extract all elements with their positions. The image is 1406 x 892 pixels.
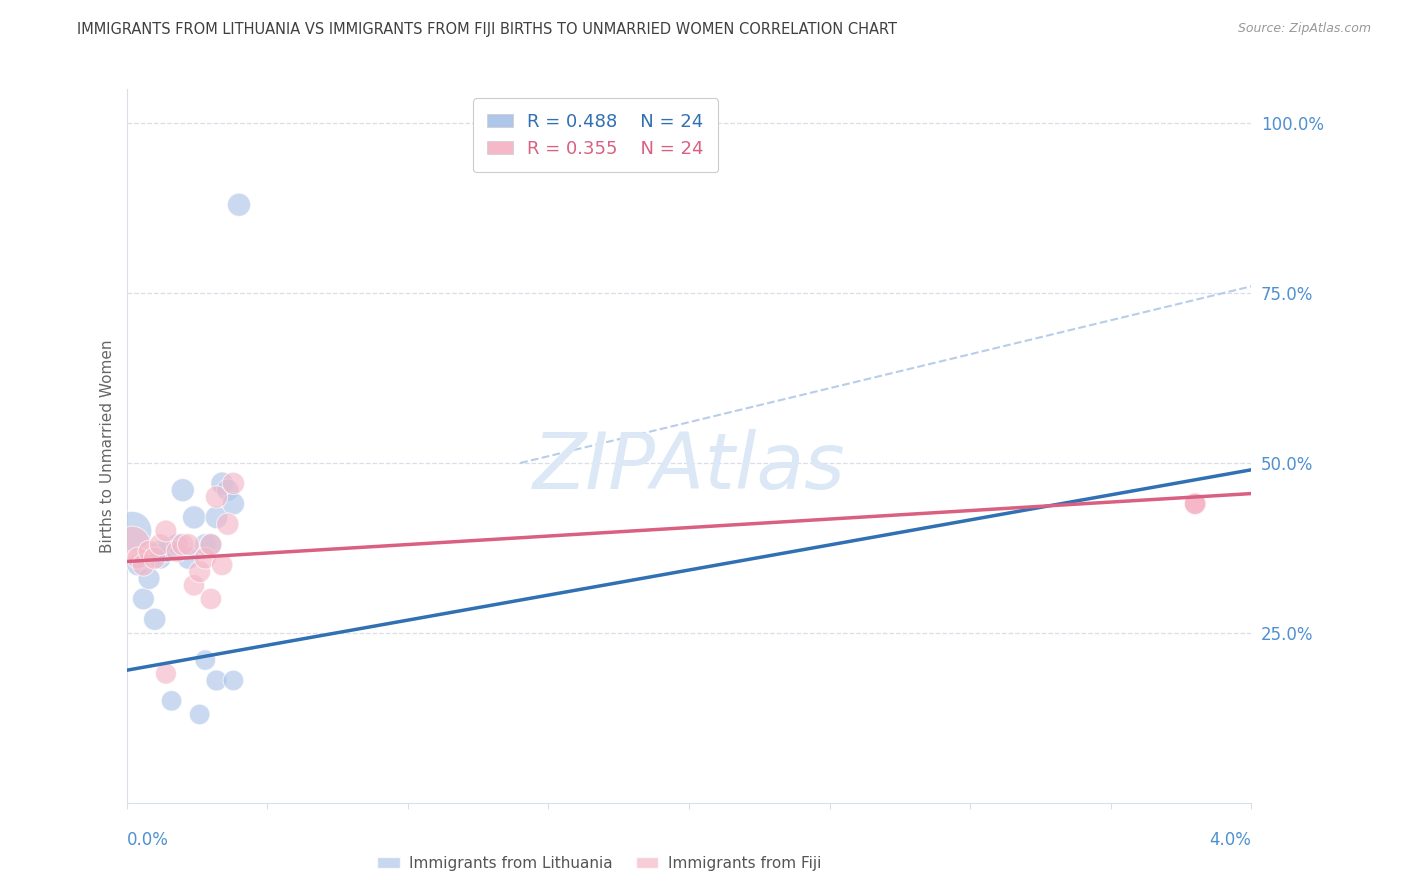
Point xyxy=(172,537,194,551)
Point xyxy=(166,544,188,558)
Point xyxy=(222,497,245,511)
Point xyxy=(194,537,217,551)
Point xyxy=(155,544,177,558)
Point xyxy=(155,524,177,538)
Point xyxy=(228,198,250,212)
Point xyxy=(143,612,166,626)
Point xyxy=(1184,497,1206,511)
Point xyxy=(205,510,228,524)
Text: ZIPAtlas: ZIPAtlas xyxy=(533,429,845,506)
Point xyxy=(211,558,233,572)
Text: IMMIGRANTS FROM LITHUANIA VS IMMIGRANTS FROM FIJI BIRTHS TO UNMARRIED WOMEN CORR: IMMIGRANTS FROM LITHUANIA VS IMMIGRANTS … xyxy=(77,22,897,37)
Point xyxy=(211,476,233,491)
Point xyxy=(143,551,166,566)
Text: Source: ZipAtlas.com: Source: ZipAtlas.com xyxy=(1237,22,1371,36)
Point xyxy=(205,673,228,688)
Point xyxy=(222,476,245,491)
Point xyxy=(149,544,172,558)
Point xyxy=(127,558,149,572)
Point xyxy=(222,673,245,688)
Point xyxy=(1184,497,1206,511)
Point xyxy=(177,551,200,566)
Point xyxy=(188,565,211,579)
Point xyxy=(200,537,222,551)
Text: 4.0%: 4.0% xyxy=(1209,831,1251,849)
Point xyxy=(217,517,239,532)
Point xyxy=(132,558,155,572)
Point xyxy=(1184,497,1206,511)
Point xyxy=(1184,497,1206,511)
Point xyxy=(177,537,200,551)
Point xyxy=(132,591,155,606)
Point xyxy=(121,524,143,538)
Point xyxy=(138,572,160,586)
Point xyxy=(205,490,228,504)
Point xyxy=(172,483,194,498)
Point xyxy=(194,653,217,667)
Point xyxy=(155,666,177,681)
Point xyxy=(121,537,143,551)
Y-axis label: Births to Unmarried Women: Births to Unmarried Women xyxy=(100,339,115,553)
Text: 0.0%: 0.0% xyxy=(127,831,169,849)
Point xyxy=(194,551,217,566)
Legend: Immigrants from Lithuania, Immigrants from Fiji: Immigrants from Lithuania, Immigrants fr… xyxy=(371,850,827,877)
Point xyxy=(200,537,222,551)
Point xyxy=(160,694,183,708)
Point xyxy=(127,551,149,566)
Point xyxy=(183,578,205,592)
Point xyxy=(149,551,172,566)
Point xyxy=(183,510,205,524)
Point xyxy=(188,707,211,722)
Point xyxy=(149,537,172,551)
Point xyxy=(138,544,160,558)
Point xyxy=(200,591,222,606)
Point xyxy=(217,483,239,498)
Point xyxy=(166,537,188,551)
